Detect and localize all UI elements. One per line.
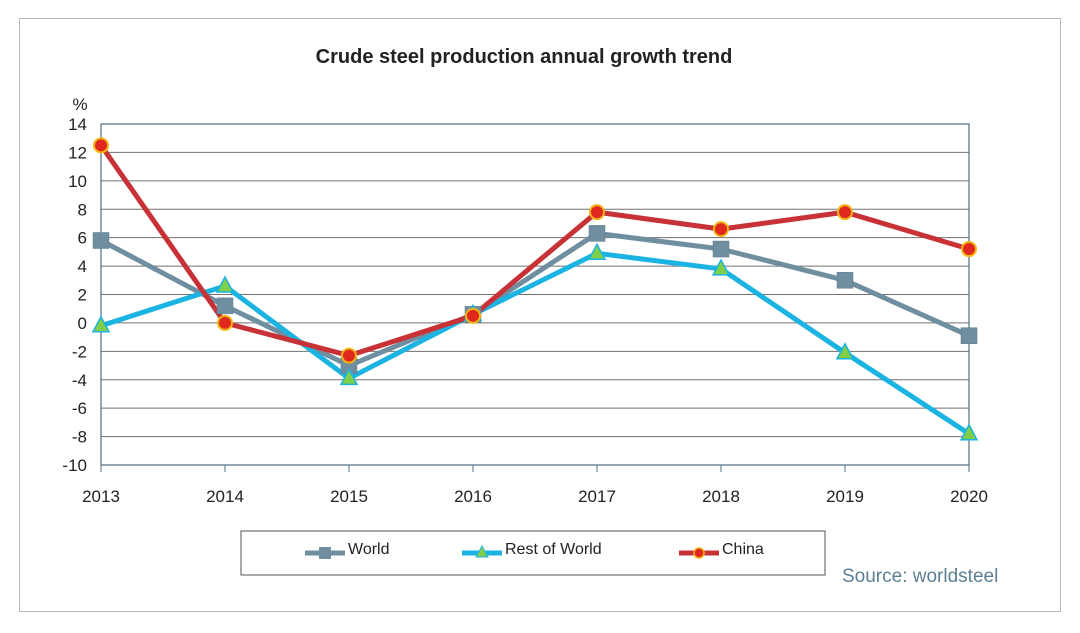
x-tick-label: 2015	[330, 487, 368, 506]
data-point-rest-of-world	[835, 342, 855, 360]
x-tick-label: 2013	[82, 487, 120, 506]
data-point-rest-of-world	[959, 423, 979, 441]
data-point-rest-of-world	[587, 242, 607, 261]
data-point-china	[341, 347, 357, 364]
y-tick-label: -4	[72, 371, 87, 390]
series-line-rest-of-world	[100, 250, 971, 436]
chart-frame	[19, 18, 1061, 612]
x-tick-label: 2018	[702, 487, 740, 506]
legend-marker-china	[693, 547, 705, 559]
data-point-china	[713, 221, 729, 238]
data-point-china	[93, 137, 109, 154]
data-point-rest-of-world	[91, 315, 111, 333]
data-point-world	[216, 297, 234, 315]
x-tick-label: 2017	[578, 487, 616, 506]
x-tick-label: 2016	[454, 487, 492, 506]
chart-title: Crude steel production annual growth tre…	[316, 46, 733, 68]
data-point-world	[960, 327, 978, 344]
x-tick-label: 2020	[950, 487, 988, 506]
data-point-china	[837, 204, 853, 221]
legend-marker-world	[319, 547, 331, 559]
data-point-china	[465, 307, 481, 324]
y-tick-label: -2	[72, 342, 87, 361]
legend-marker-rest-of-world	[475, 544, 489, 558]
legend-label-rest-of-world: Rest of World	[505, 541, 602, 558]
data-point-rest-of-world	[711, 258, 731, 276]
y-tick-label: 10	[68, 172, 87, 191]
data-point-world	[836, 272, 854, 289]
y-tick-label: 8	[78, 200, 87, 219]
y-tick-label: 12	[68, 143, 87, 162]
y-tick-label: -8	[72, 428, 87, 447]
y-tick-label: 0	[78, 314, 87, 333]
y-tick-label: 4	[78, 257, 87, 276]
x-tick-label: 2019	[826, 487, 864, 506]
x-tick-label: 2014	[206, 487, 244, 506]
y-tick-label: -6	[72, 399, 87, 418]
source-note: Source: worldsteel	[842, 566, 999, 587]
data-point-world	[92, 232, 110, 249]
series-line-china	[98, 143, 970, 359]
data-point-world	[712, 240, 730, 258]
data-point-rest-of-world	[339, 367, 359, 386]
series-line-world	[99, 230, 971, 369]
data-point-china	[589, 204, 605, 221]
y-tick-label: 2	[78, 286, 87, 305]
y-tick-label: 6	[78, 229, 87, 248]
y-axis-unit-label: %	[72, 95, 87, 114]
y-tick-label: -10	[62, 456, 87, 475]
legend-label-world: World	[348, 541, 390, 558]
y-tick-label: 14	[68, 115, 87, 134]
data-point-rest-of-world	[215, 275, 235, 293]
data-point-china	[961, 241, 977, 258]
data-point-china	[217, 314, 233, 331]
legend-label-china: China	[722, 541, 764, 558]
plot-area-border	[100, 123, 970, 466]
data-point-world	[588, 225, 606, 242]
